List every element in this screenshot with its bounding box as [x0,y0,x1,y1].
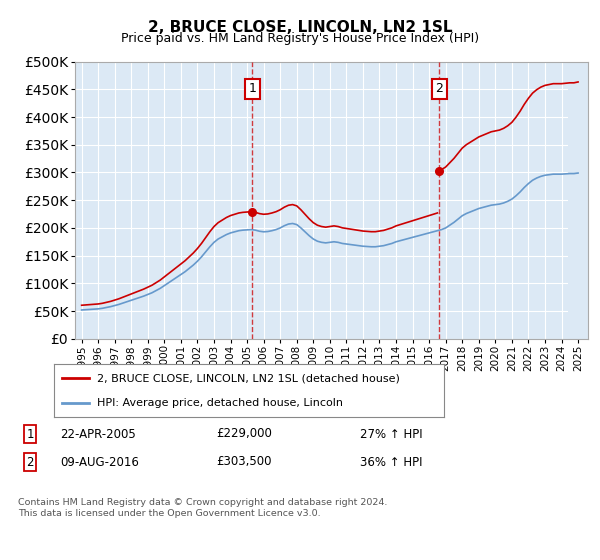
Text: 1: 1 [248,82,256,95]
Text: 2: 2 [26,455,34,469]
Text: £303,500: £303,500 [216,455,271,469]
Bar [568,62,588,339]
Text: 2, BRUCE CLOSE, LINCOLN, LN2 1SL (detached house): 2, BRUCE CLOSE, LINCOLN, LN2 1SL (detach… [97,374,400,384]
Text: 1: 1 [26,427,34,441]
Text: Price paid vs. HM Land Registry's House Price Index (HPI): Price paid vs. HM Land Registry's House … [121,32,479,45]
Text: £229,000: £229,000 [216,427,272,441]
Text: 36% ↑ HPI: 36% ↑ HPI [360,455,422,469]
Text: Contains HM Land Registry data © Crown copyright and database right 2024.
This d: Contains HM Land Registry data © Crown c… [18,498,388,518]
Text: HPI: Average price, detached house, Lincoln: HPI: Average price, detached house, Linc… [97,398,343,408]
Text: 09-AUG-2016: 09-AUG-2016 [60,455,139,469]
Text: 22-APR-2005: 22-APR-2005 [60,427,136,441]
Text: 2: 2 [435,82,443,95]
Text: 2, BRUCE CLOSE, LINCOLN, LN2 1SL: 2, BRUCE CLOSE, LINCOLN, LN2 1SL [148,20,452,35]
Text: 27% ↑ HPI: 27% ↑ HPI [360,427,422,441]
